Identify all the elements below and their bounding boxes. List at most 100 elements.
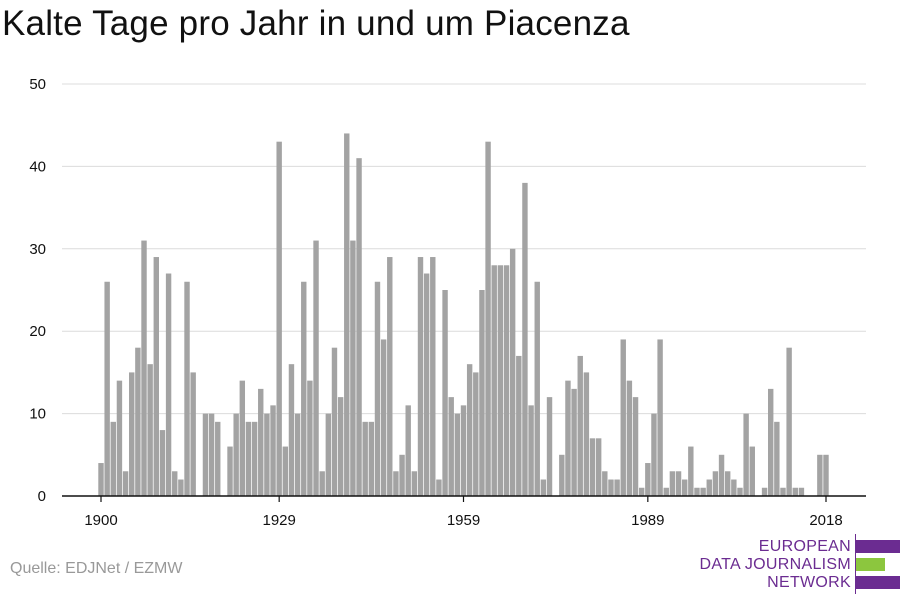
bar-1921 [227, 446, 233, 496]
bar-1980 [589, 438, 596, 496]
bar-1986 [626, 380, 633, 496]
bar-1909 [153, 257, 159, 496]
bar-1956 [442, 290, 448, 496]
bar-1919 [215, 421, 221, 496]
bar-1994 [675, 471, 682, 496]
bar-1906 [135, 347, 141, 496]
bars [98, 133, 829, 496]
bar-1948 [393, 471, 399, 496]
bar-1927 [264, 413, 270, 496]
bar-1950 [405, 405, 411, 496]
bar-1998 [700, 487, 706, 496]
bar-2000 [712, 471, 719, 496]
chart-title: Kalte Tage pro Jahr in und um Piacenza [2, 4, 630, 43]
bar-1981 [595, 438, 602, 496]
bar-1965 [497, 265, 504, 496]
bar-1924 [245, 421, 252, 496]
bar-1979 [583, 372, 590, 496]
bar-2006 [749, 446, 755, 496]
bar-2001 [718, 454, 725, 496]
bar-1961 [473, 372, 479, 496]
bar-1943 [362, 421, 368, 496]
bar-1989 [645, 463, 651, 496]
bar-1912 [172, 471, 178, 496]
bar-1931 [288, 364, 295, 496]
y-tick-label: 50 [29, 76, 46, 93]
bar-1985 [620, 339, 626, 496]
x-axis-ticks: 1900 1929 1959 1989 2018 [84, 496, 843, 529]
bar-1964 [491, 265, 497, 496]
bar-1957 [448, 397, 454, 496]
bar-1968 [516, 355, 522, 496]
bar-1904 [122, 471, 129, 496]
bar-1911 [165, 273, 172, 496]
x-tick-label: 2018 [809, 512, 842, 529]
grid-lines [62, 83, 866, 415]
bar-1992 [663, 487, 669, 496]
logo-divider [855, 534, 856, 594]
bar-1993 [669, 471, 676, 496]
y-tick-label: 10 [29, 406, 46, 423]
bar-1914 [184, 281, 190, 496]
bar-1932 [294, 413, 301, 496]
bar-1954 [430, 257, 436, 496]
bar-1910 [159, 430, 166, 496]
bar-1925 [251, 421, 258, 496]
bar-1923 [239, 380, 246, 496]
bar-2010 [774, 421, 780, 496]
bar-1902 [110, 421, 116, 496]
bar-1938 [331, 347, 338, 496]
bar-1991 [657, 339, 663, 496]
bar-1971 [534, 281, 540, 496]
bar-1972 [540, 479, 547, 496]
bar-1976 [565, 380, 571, 496]
edjnet-logo[interactable]: EUROPEAN DATA JOURNALISM NETWORK [700, 534, 900, 594]
logo-line-3: NETWORK [767, 574, 851, 591]
bar-1942 [356, 158, 362, 496]
x-tick-label: 1929 [262, 512, 295, 529]
bar-1908 [147, 364, 153, 496]
bar-2003 [731, 479, 737, 496]
bar-2012 [786, 347, 792, 496]
bar-1958 [454, 413, 461, 496]
logo-bar-top [856, 540, 900, 553]
bar-2017 [817, 454, 823, 496]
x-tick-label: 1959 [447, 512, 480, 529]
bar-1905 [129, 372, 135, 496]
bar-1937 [325, 413, 332, 496]
y-tick-label: 20 [29, 323, 46, 340]
x-tick-label: 1989 [631, 512, 664, 529]
bar-1999 [706, 479, 712, 496]
bar-1915 [190, 372, 196, 496]
logo-bar-bottom [856, 576, 900, 589]
bar-2009 [768, 388, 774, 496]
bar-1960 [466, 364, 473, 496]
bar-1955 [436, 479, 442, 496]
bar-1930 [282, 446, 289, 496]
bar-1967 [509, 248, 516, 496]
bar-2002 [724, 471, 731, 496]
bar-1907 [141, 240, 147, 496]
bar-1966 [503, 265, 510, 496]
bar-1946 [380, 339, 387, 496]
logo-line-1: EUROPEAN [758, 538, 851, 555]
bar-1929 [276, 141, 282, 496]
bar-1934 [307, 380, 313, 496]
bar-1900 [98, 463, 104, 496]
bar-2014 [798, 487, 805, 496]
bar-2013 [792, 487, 798, 496]
bar-1977 [571, 388, 577, 496]
bar-1903 [116, 380, 123, 496]
bar-1933 [301, 281, 307, 496]
source-note: Quelle: EDJNet / EZMW [10, 560, 183, 577]
bar-1928 [270, 405, 276, 496]
bar-1963 [485, 141, 491, 496]
bar-1918 [208, 413, 215, 496]
bar-1940 [344, 133, 350, 496]
bar-1969 [522, 182, 528, 496]
bar-1917 [202, 413, 209, 496]
bar-1922 [233, 413, 239, 496]
bar-1990 [651, 413, 657, 496]
bar-1941 [350, 240, 356, 496]
